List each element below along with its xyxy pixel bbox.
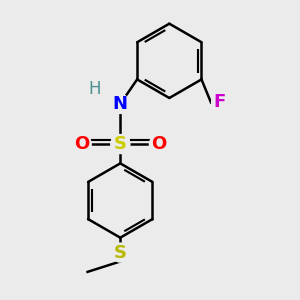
Circle shape <box>111 243 130 262</box>
Text: N: N <box>113 95 128 113</box>
Text: O: O <box>74 135 89 153</box>
Circle shape <box>111 134 130 154</box>
Circle shape <box>212 94 228 111</box>
Text: O: O <box>151 135 166 153</box>
Circle shape <box>72 134 91 154</box>
Circle shape <box>111 94 130 113</box>
Text: F: F <box>214 93 226 111</box>
Text: S: S <box>114 244 127 262</box>
Circle shape <box>87 81 103 98</box>
Circle shape <box>149 134 168 154</box>
Text: S: S <box>114 135 127 153</box>
Text: H: H <box>89 80 101 98</box>
